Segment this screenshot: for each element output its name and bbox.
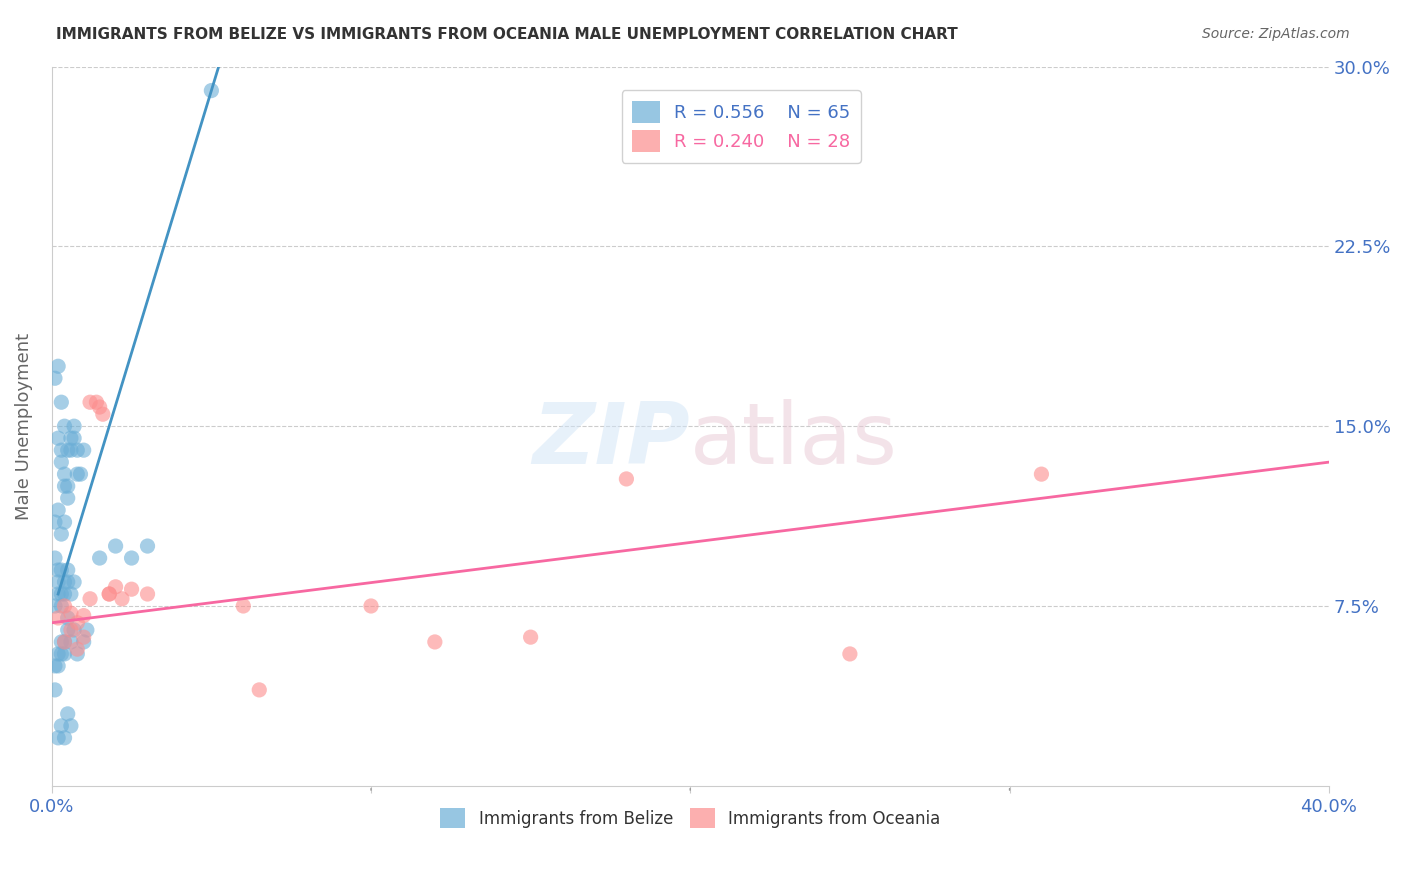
Point xyxy=(53,599,76,613)
Point xyxy=(121,582,143,597)
Point xyxy=(56,491,79,505)
Point xyxy=(46,574,69,589)
Point xyxy=(360,599,382,613)
Point xyxy=(46,359,69,374)
Point xyxy=(136,587,159,601)
Point xyxy=(66,642,89,657)
Point xyxy=(53,467,76,482)
Point xyxy=(53,647,76,661)
Point xyxy=(46,731,69,745)
Point xyxy=(66,615,89,630)
Point xyxy=(59,635,82,649)
Text: ZIP: ZIP xyxy=(533,399,690,482)
Point xyxy=(53,635,76,649)
Point xyxy=(63,419,86,434)
Point xyxy=(104,580,127,594)
Point xyxy=(44,599,66,613)
Point xyxy=(51,443,73,458)
Point xyxy=(46,563,69,577)
Point xyxy=(79,591,101,606)
Point xyxy=(98,587,121,601)
Point xyxy=(86,395,108,409)
Point xyxy=(46,587,69,601)
Point xyxy=(56,563,79,577)
Point xyxy=(66,443,89,458)
Point xyxy=(73,635,96,649)
Point xyxy=(89,551,111,566)
Point xyxy=(56,443,79,458)
Point xyxy=(53,731,76,745)
Point xyxy=(423,635,446,649)
Point xyxy=(46,431,69,445)
Point xyxy=(53,479,76,493)
Point xyxy=(53,587,76,601)
Point xyxy=(46,503,69,517)
Point xyxy=(59,623,82,637)
Point xyxy=(51,719,73,733)
Point xyxy=(51,647,73,661)
Point xyxy=(56,611,79,625)
Point xyxy=(616,472,638,486)
Text: atlas: atlas xyxy=(690,399,898,482)
Point xyxy=(56,706,79,721)
Point xyxy=(56,623,79,637)
Point xyxy=(200,84,222,98)
Point xyxy=(51,587,73,601)
Point xyxy=(51,599,73,613)
Point xyxy=(53,574,76,589)
Point xyxy=(73,443,96,458)
Point xyxy=(79,395,101,409)
Point xyxy=(46,647,69,661)
Point xyxy=(247,682,270,697)
Point xyxy=(104,539,127,553)
Point xyxy=(46,659,69,673)
Point xyxy=(136,539,159,553)
Legend: Immigrants from Belize, Immigrants from Oceania: Immigrants from Belize, Immigrants from … xyxy=(433,801,946,835)
Point xyxy=(44,682,66,697)
Text: Source: ZipAtlas.com: Source: ZipAtlas.com xyxy=(1202,27,1350,41)
Point xyxy=(121,551,143,566)
Point xyxy=(519,630,541,644)
Text: IMMIGRANTS FROM BELIZE VS IMMIGRANTS FROM OCEANIA MALE UNEMPLOYMENT CORRELATION : IMMIGRANTS FROM BELIZE VS IMMIGRANTS FRO… xyxy=(56,27,957,42)
Point xyxy=(51,563,73,577)
Point xyxy=(59,431,82,445)
Point xyxy=(53,635,76,649)
Point xyxy=(56,574,79,589)
Y-axis label: Male Unemployment: Male Unemployment xyxy=(15,333,32,520)
Point xyxy=(98,587,121,601)
Point xyxy=(44,515,66,529)
Point xyxy=(51,395,73,409)
Point xyxy=(66,467,89,482)
Point xyxy=(44,371,66,385)
Point xyxy=(69,467,91,482)
Point xyxy=(59,719,82,733)
Point xyxy=(56,479,79,493)
Point xyxy=(51,527,73,541)
Point xyxy=(46,611,69,625)
Point xyxy=(44,659,66,673)
Point xyxy=(838,647,860,661)
Point xyxy=(59,606,82,620)
Point xyxy=(73,630,96,644)
Point xyxy=(53,419,76,434)
Point xyxy=(1031,467,1053,482)
Point xyxy=(89,400,111,414)
Point xyxy=(51,455,73,469)
Point xyxy=(91,407,114,421)
Point xyxy=(76,623,98,637)
Point xyxy=(66,647,89,661)
Point xyxy=(44,551,66,566)
Point xyxy=(59,587,82,601)
Point xyxy=(51,635,73,649)
Point xyxy=(63,623,86,637)
Point xyxy=(73,608,96,623)
Point xyxy=(63,431,86,445)
Point xyxy=(59,443,82,458)
Point xyxy=(111,591,134,606)
Point xyxy=(63,574,86,589)
Point xyxy=(53,515,76,529)
Point xyxy=(232,599,254,613)
